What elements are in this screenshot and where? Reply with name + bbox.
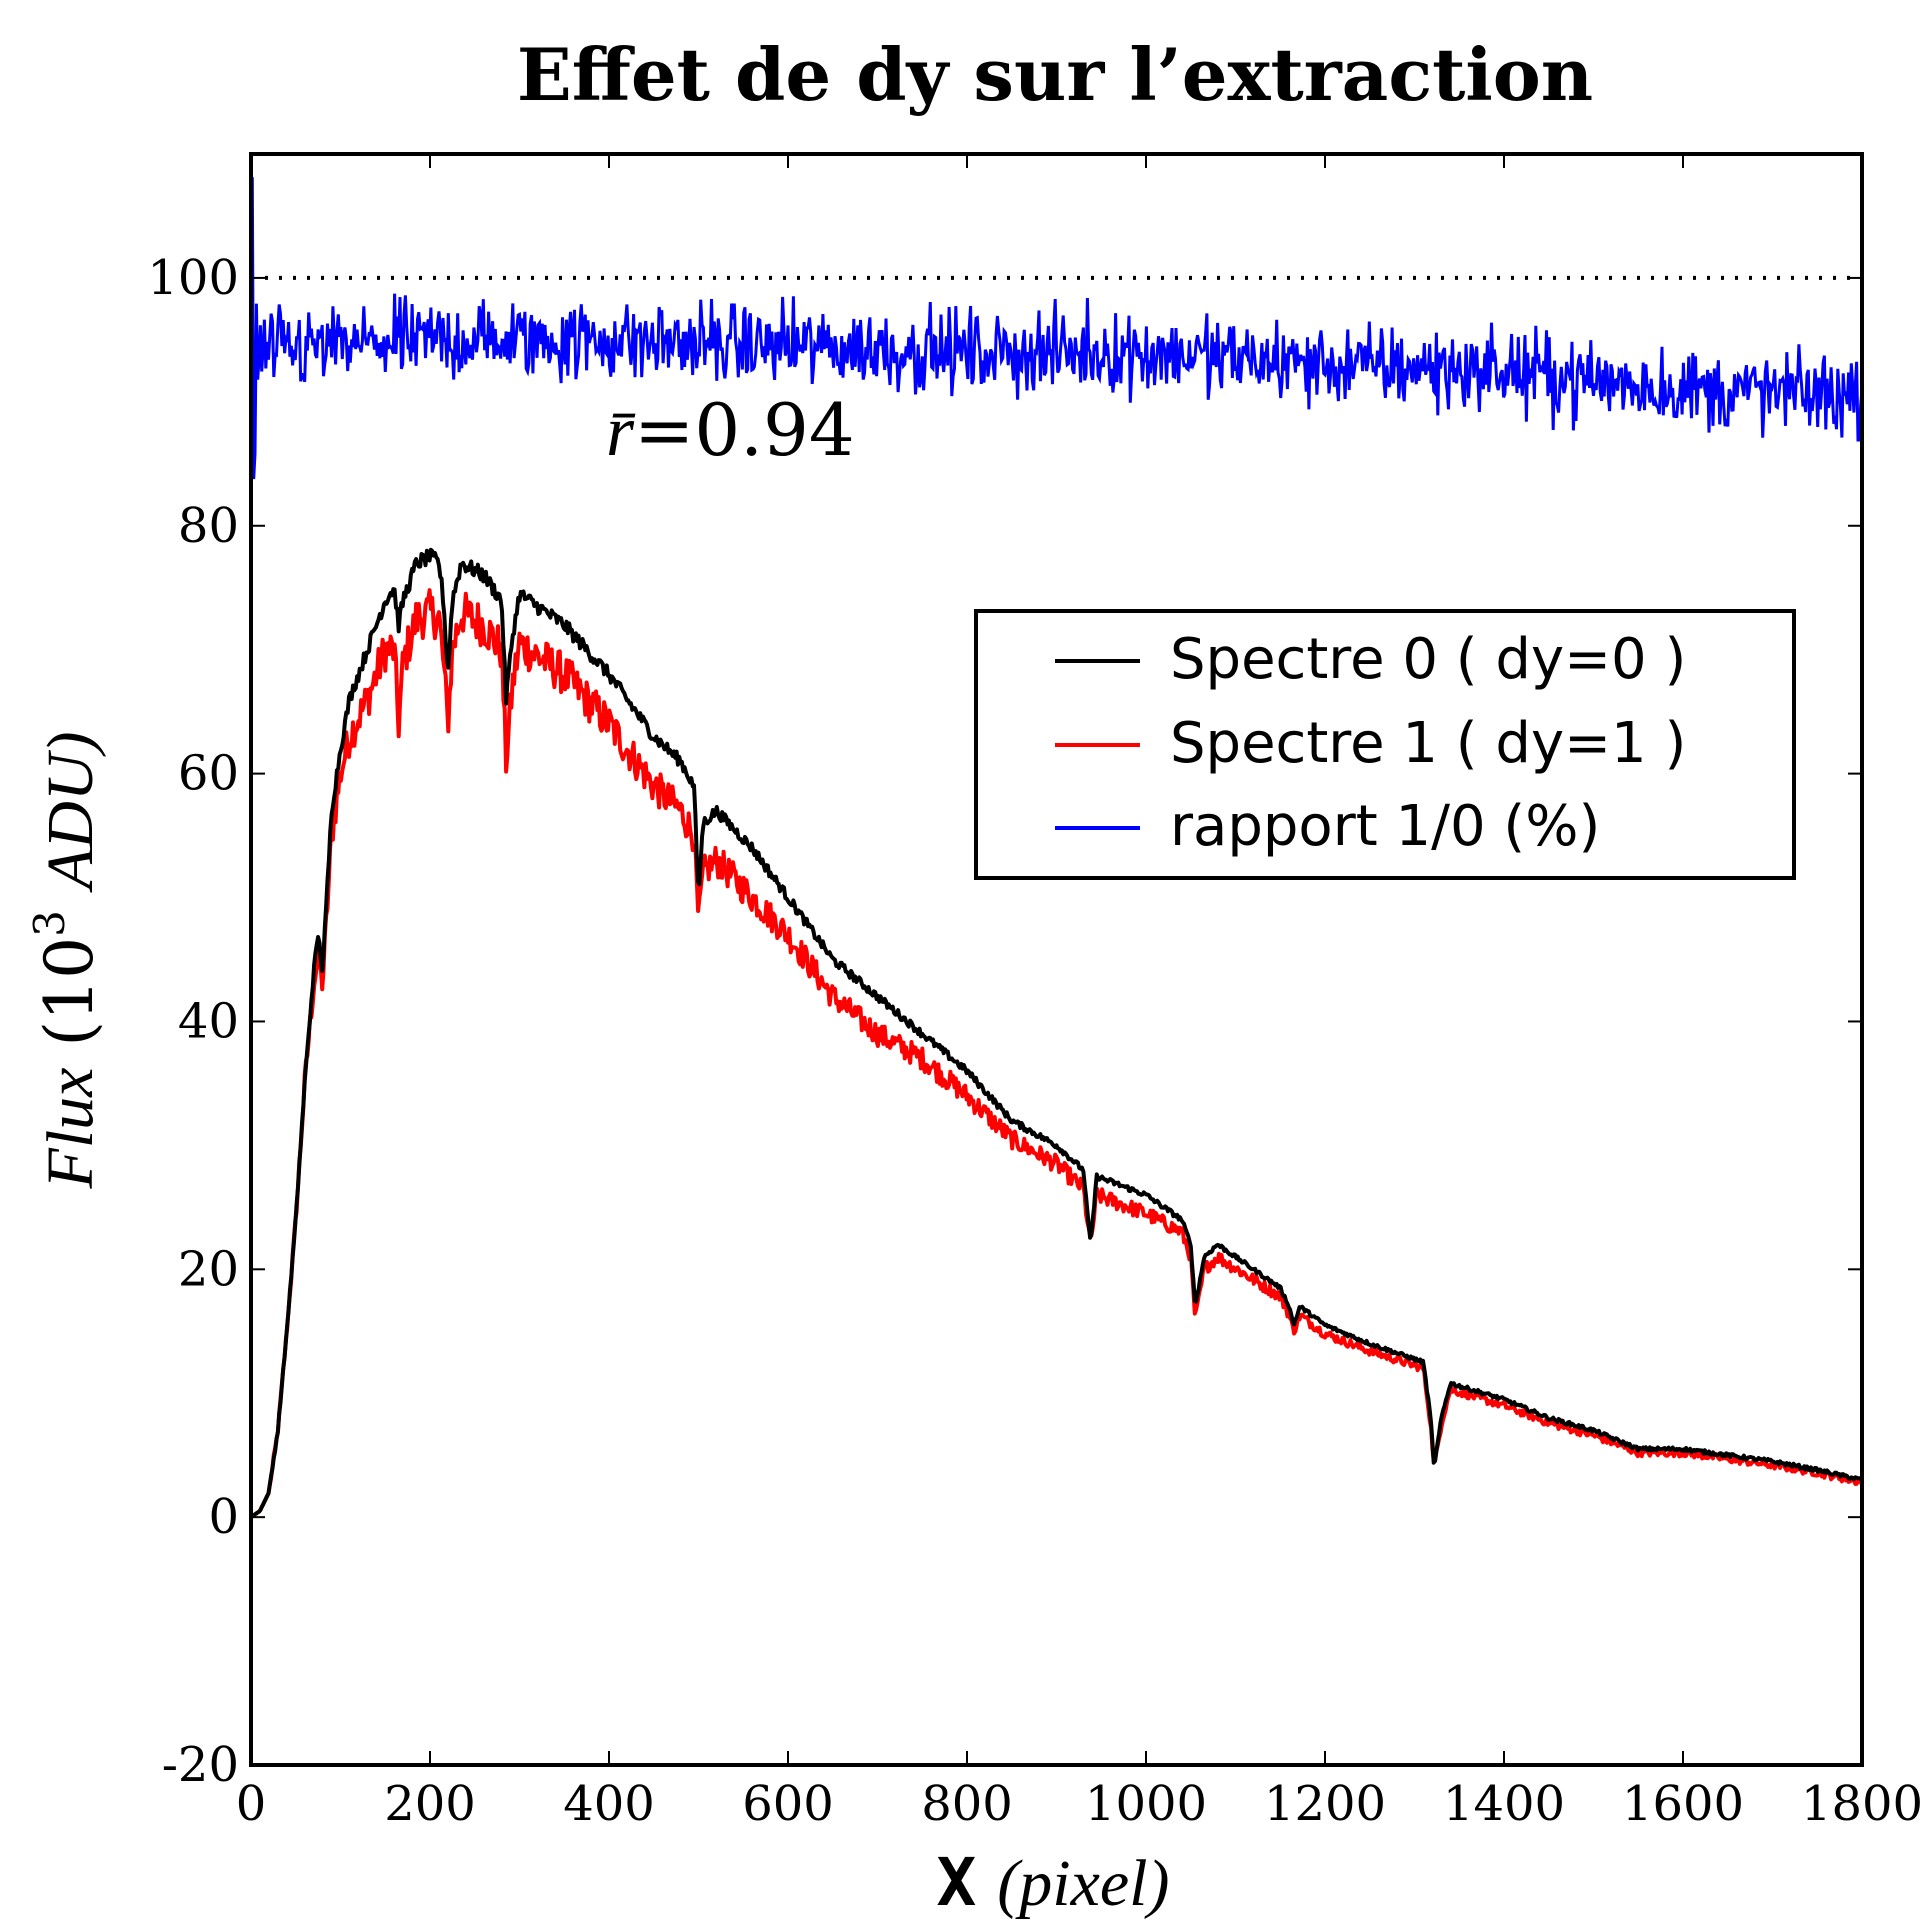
chart-title: Effet de dy sur l’extraction xyxy=(517,32,1593,117)
y-axis-label-main: Flux xyxy=(34,1068,107,1190)
series-line-1 xyxy=(249,588,1864,1519)
x-tick-label: 1600 xyxy=(1622,1776,1744,1832)
y-axis-label-unit-close: ADU) xyxy=(34,731,107,893)
y-tick-label: 40 xyxy=(178,993,239,1049)
x-tick-label: 1200 xyxy=(1264,1776,1386,1832)
y-tick-label: -20 xyxy=(162,1737,239,1793)
y-tick-label: 100 xyxy=(147,250,239,306)
annotation-value: =0.94 xyxy=(634,388,855,472)
y-tick-label: 80 xyxy=(178,498,239,554)
legend: Spectre 0 ( dy=0 ) Spectre 1 ( dy=1 ) ra… xyxy=(974,609,1796,880)
y-tick-label: 20 xyxy=(178,1241,239,1297)
x-tick-label: 400 xyxy=(563,1776,655,1832)
y-tick-label: 60 xyxy=(178,746,239,802)
y-axis-label-exp: 3 xyxy=(25,910,74,937)
x-axis-label: X (pixel) xyxy=(937,1844,1170,1920)
x-tick-label: 1800 xyxy=(1801,1776,1920,1832)
y-axis-label: Flux (103 ADU) xyxy=(3,731,108,1189)
x-tick-label: 800 xyxy=(921,1776,1013,1832)
series-line-2 xyxy=(250,177,1864,480)
plot-area xyxy=(249,177,1864,1519)
legend-label-1: Spectre 1 ( dy=1 ) xyxy=(1170,711,1686,776)
x-axis-label-prefix: X xyxy=(937,1844,977,1920)
plot-frame xyxy=(249,152,1864,1767)
x-tick-label: 1400 xyxy=(1443,1776,1565,1832)
axis-ticks: 0 200 400 600 800 1000 1200 1400 1600 1800-200204… xyxy=(147,154,1920,1832)
x-tick-label: 1000 xyxy=(1085,1776,1207,1832)
annotation-mean-ratio: r̄=0.94 xyxy=(606,388,855,472)
x-tick-label: 0 xyxy=(236,1776,267,1832)
y-tick-label: 0 xyxy=(208,1489,239,1545)
annotation-symbol: r̄ xyxy=(606,391,636,471)
legend-label-2: rapport 1/0 (%) xyxy=(1170,794,1600,859)
legend-label-0: Spectre 0 ( dy=0 ) xyxy=(1170,627,1686,692)
y-axis-label-unit-open: (10 xyxy=(31,937,108,1047)
x-tick-label: 600 xyxy=(742,1776,834,1832)
series-line-0 xyxy=(249,547,1864,1519)
x-tick-label: 200 xyxy=(384,1776,476,1832)
x-axis-label-unit: (pixel) xyxy=(997,1847,1169,1920)
